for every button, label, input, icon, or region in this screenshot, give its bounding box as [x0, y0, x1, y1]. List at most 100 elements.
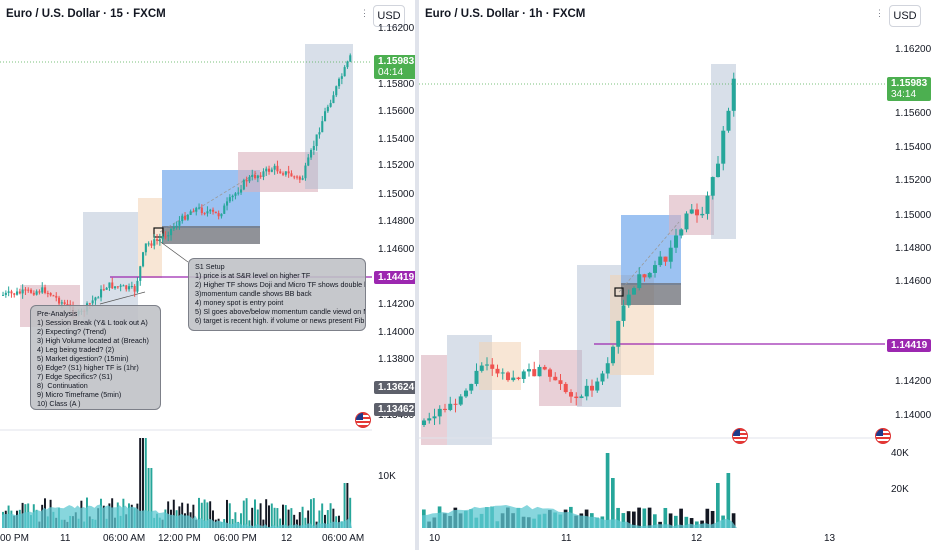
candle-body: [175, 225, 178, 227]
candle-body: [7, 291, 10, 293]
candle-body: [600, 373, 605, 382]
volume-bar: [287, 509, 290, 528]
candle-body: [125, 285, 128, 290]
volume-bar: [290, 508, 293, 528]
candle-body: [167, 235, 170, 237]
candle-body: [2, 294, 5, 296]
price-axis-label: 1.15000: [378, 189, 415, 200]
target-dashed-line: [159, 171, 259, 233]
candle-body: [63, 302, 66, 305]
more-options-icon[interactable]: ⋮: [360, 8, 369, 18]
candle-body: [458, 396, 463, 405]
candle-body: [21, 289, 24, 294]
us-flag-icon[interactable]: [355, 412, 371, 428]
volume-bar: [346, 483, 349, 528]
time-tick: 13: [824, 533, 836, 544]
volume-bar: [326, 510, 329, 528]
countdown: 04:14: [378, 67, 404, 78]
candle-body: [521, 371, 526, 379]
candle-body: [41, 287, 44, 293]
volume-bar: [270, 503, 273, 528]
candle-body: [234, 193, 237, 196]
panel-divider[interactable]: [415, 0, 419, 550]
candle-body: [209, 209, 212, 212]
volume-bar: [318, 510, 321, 528]
candle-body: [516, 377, 521, 379]
more-options-icon[interactable]: ⋮: [875, 8, 884, 18]
candle-body: [55, 295, 58, 298]
zone-gray: [305, 44, 353, 189]
volume-bar: [616, 507, 620, 528]
chart-panel-15m[interactable]: Euro / U.S. Dollar · 15 · FXCM ⋮ USD 1.1…: [0, 0, 415, 550]
candle-body: [24, 289, 27, 291]
volume-bar: [254, 499, 256, 528]
candle-body: [558, 380, 563, 384]
us-flag-icon[interactable]: [875, 428, 891, 444]
time-tick: 06:00 AM: [103, 533, 146, 544]
chart-panel-1h[interactable]: Euro / U.S. Dollar · 1h · FXCM ⋮ USD 1.1…: [419, 0, 932, 550]
volume-bar: [304, 517, 307, 528]
volume-bar: [200, 502, 203, 528]
zone-pink: [421, 355, 447, 445]
candle-body: [128, 286, 131, 290]
candle-body: [88, 303, 91, 305]
time-tick: 11: [60, 533, 71, 544]
candle-body: [49, 292, 52, 296]
volume-bar: [621, 513, 626, 528]
currency-button[interactable]: USD: [373, 5, 405, 27]
candle-body: [605, 363, 610, 374]
candle-body: [158, 239, 161, 241]
s1-setup-note[interactable]: S1 Setup 1) price is at S&R level on hig…: [188, 258, 366, 331]
zone-orange: [479, 342, 521, 390]
candle-body: [464, 390, 468, 397]
price-axis-label: 1.14800: [378, 216, 415, 227]
candle-body: [116, 286, 119, 288]
candle-body: [689, 209, 694, 214]
candle-body: [301, 178, 304, 180]
candle-body: [290, 173, 293, 177]
candle-body: [632, 288, 636, 295]
currency-button[interactable]: USD: [889, 5, 921, 27]
candle-body: [228, 197, 231, 202]
candle-body: [590, 385, 594, 391]
volume-bar: [231, 518, 234, 528]
candle-body: [52, 295, 55, 297]
pre-analysis-note[interactable]: Pre-Analysis 1) Session Break (Y& L took…: [30, 305, 161, 410]
us-flag-icon[interactable]: [732, 428, 748, 444]
volume-bar: [234, 512, 237, 528]
candle-body: [111, 282, 114, 289]
volume-bar: [293, 514, 296, 528]
volume-bar: [324, 514, 326, 528]
price-axis-label: 1.14000: [895, 410, 932, 421]
candle-body: [156, 239, 159, 241]
candle-body: [226, 201, 229, 206]
candle-body: [144, 243, 147, 253]
volume-axis-label: 10K: [378, 471, 396, 482]
chart-canvas[interactable]: 1.162001.158001.156001.154001.152001.150…: [419, 0, 932, 550]
volume-bar: [642, 508, 647, 528]
volume-bar: [147, 468, 150, 528]
volume-bar: [245, 498, 248, 528]
candle-body: [35, 291, 38, 295]
volume-bar: [301, 506, 304, 528]
candle-body: [716, 163, 720, 178]
candle-body: [647, 272, 652, 278]
volume-bar: [710, 510, 715, 528]
candle-body: [321, 121, 324, 133]
candle-body: [427, 418, 432, 421]
volume-bar: [332, 508, 335, 528]
candle-body: [679, 229, 684, 236]
volume-bar: [684, 516, 689, 528]
volume-bar: [228, 503, 231, 528]
volume-bar: [265, 499, 268, 528]
price-axis-label: 1.15200: [895, 175, 932, 186]
volume-bar: [282, 504, 284, 528]
volume-average-area: [2, 504, 352, 528]
candle-body: [537, 366, 542, 377]
candle-body: [206, 211, 209, 214]
current-price: 1.15983: [378, 56, 415, 67]
volume-bar: [307, 510, 310, 528]
candle-body: [584, 385, 589, 397]
candle-body: [66, 304, 69, 306]
volume-bar: [279, 518, 282, 528]
